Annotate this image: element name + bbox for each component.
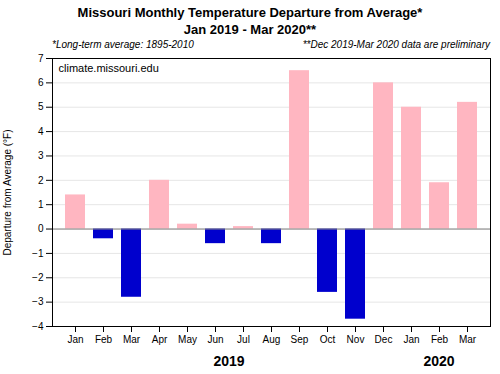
svg-text:−4: −4 xyxy=(32,321,44,332)
svg-text:0: 0 xyxy=(38,223,44,234)
html-text:*Long-term average: 1895-2010: *Long-term average: 1895-2010 xyxy=(52,39,194,50)
svg-text:May: May xyxy=(178,334,197,345)
html-text:**Dec 2019-Mar 2020 data are p: **Dec 2019-Mar 2020 data are preliminary xyxy=(302,39,490,50)
svg-text:−2: −2 xyxy=(32,272,44,283)
svg-text:climate.missouri.edu: climate.missouri.edu xyxy=(59,62,159,74)
svg-text:Oct: Oct xyxy=(320,334,336,345)
svg-text:−1: −1 xyxy=(32,248,44,259)
svg-text:3: 3 xyxy=(38,150,44,161)
svg-text:7: 7 xyxy=(38,53,44,64)
svg-text:Dec: Dec xyxy=(375,334,393,345)
html-text:Missouri Monthly Temperature D: Missouri Monthly Temperature Departure f… xyxy=(77,5,423,20)
svg-text:Departure from Average (°F): Departure from Average (°F) xyxy=(2,129,13,255)
svg-text:Jan: Jan xyxy=(403,334,419,345)
svg-text:1: 1 xyxy=(38,199,44,210)
svg-text:Feb: Feb xyxy=(431,334,449,345)
svg-text:Feb: Feb xyxy=(95,334,113,345)
svg-text:Sep: Sep xyxy=(291,334,309,345)
svg-text:Nov: Nov xyxy=(347,334,365,345)
svg-text:Mar: Mar xyxy=(459,334,477,345)
svg-text:Mar: Mar xyxy=(123,334,141,345)
svg-text:4: 4 xyxy=(38,126,44,137)
svg-text:2020: 2020 xyxy=(423,353,454,369)
svg-text:Aug: Aug xyxy=(263,334,281,345)
svg-text:6: 6 xyxy=(38,77,44,88)
svg-text:2019: 2019 xyxy=(213,353,244,369)
svg-text:Apr: Apr xyxy=(152,334,168,345)
svg-text:Jul: Jul xyxy=(237,334,250,345)
svg-text:−3: −3 xyxy=(32,296,44,307)
svg-text:Jun: Jun xyxy=(207,334,223,345)
svg-text:Jan: Jan xyxy=(67,334,83,345)
html-text:Jan 2019 - Mar 2020**: Jan 2019 - Mar 2020** xyxy=(183,22,317,37)
svg-text:2: 2 xyxy=(38,175,44,186)
svg-text:5: 5 xyxy=(38,101,44,112)
